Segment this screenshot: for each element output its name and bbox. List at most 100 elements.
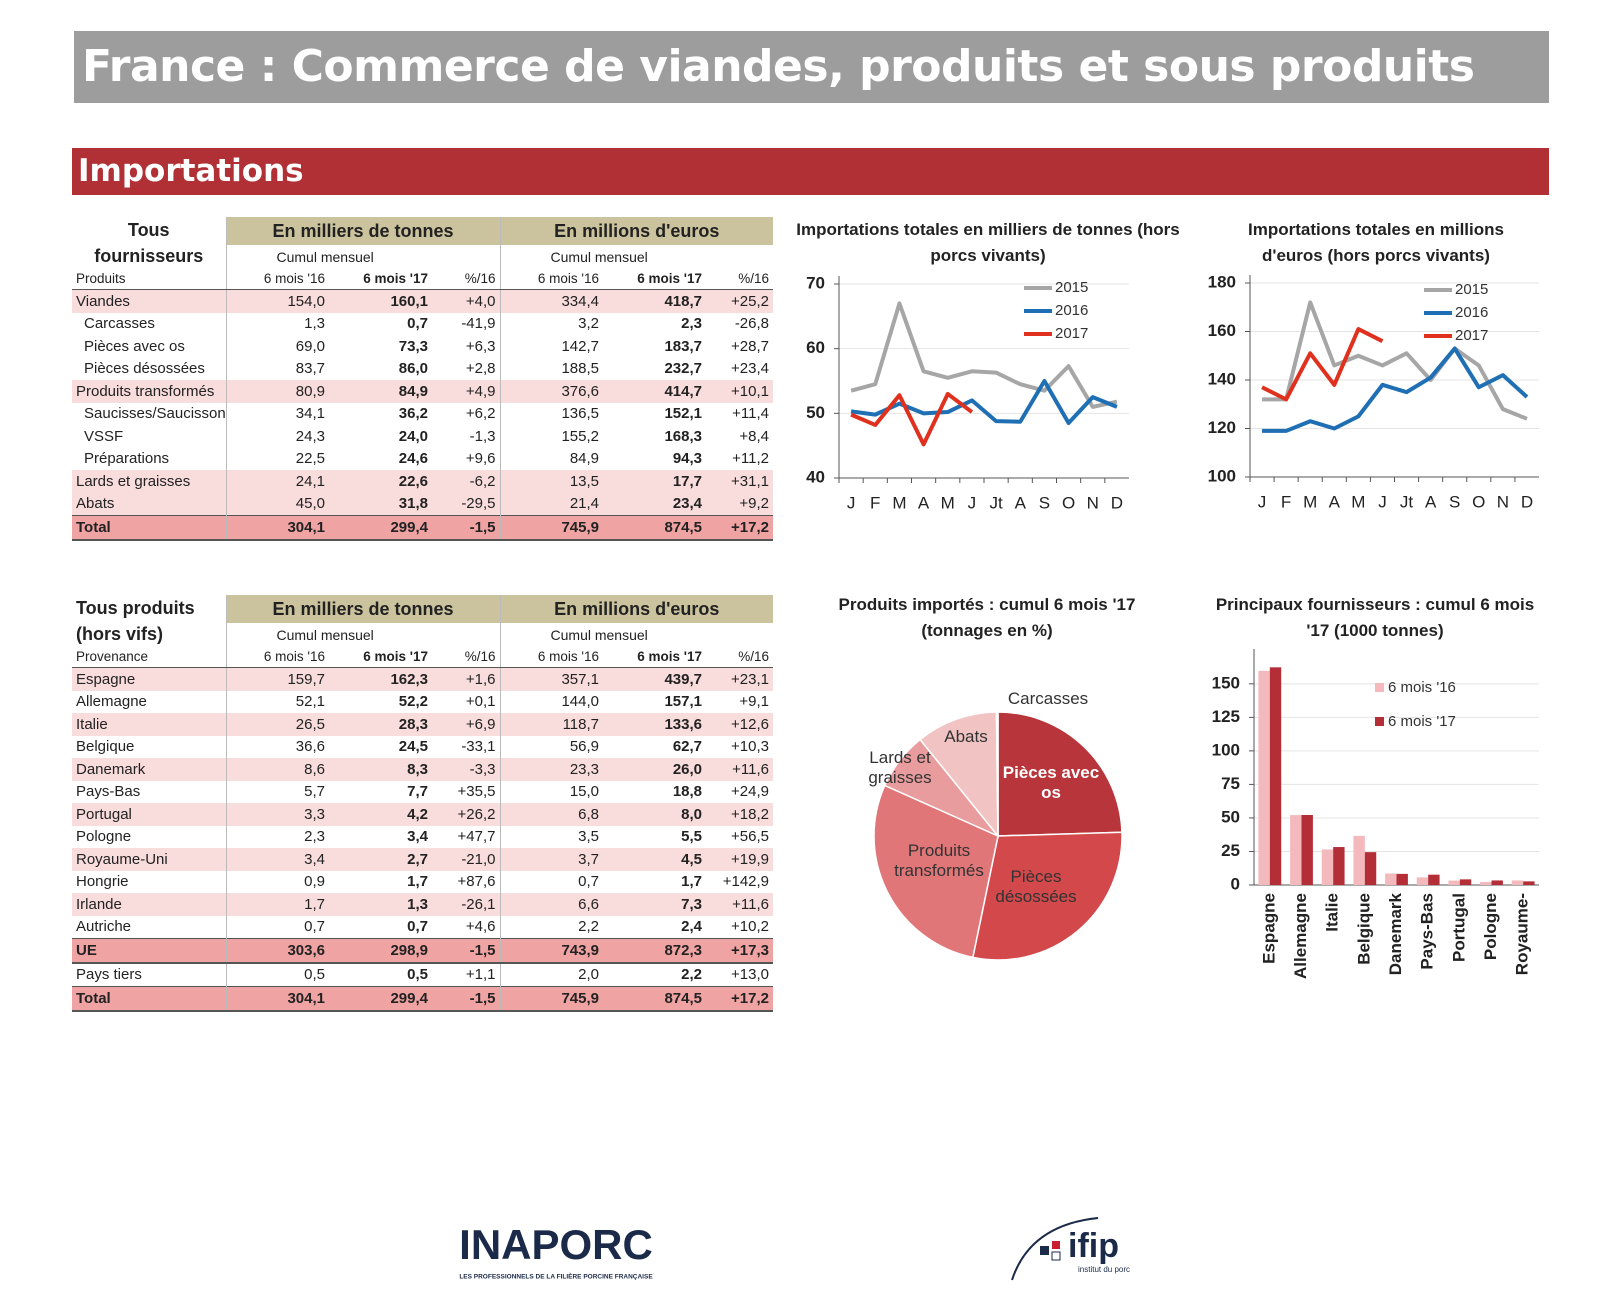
x-tick-label: M (1303, 492, 1317, 511)
cell: 23,3 (499, 758, 604, 781)
logo-square (1052, 1241, 1060, 1249)
cell: 745,9 (499, 515, 604, 541)
cell: 18,8 (672, 783, 703, 801)
legend-label: 2016 (1055, 302, 1088, 319)
cell: 26,5 (225, 713, 329, 736)
cell: 299,4 (329, 515, 432, 541)
group-header: En millions d'euros (499, 595, 774, 623)
bar (1333, 847, 1345, 885)
bar (1321, 849, 1334, 885)
line-series (1262, 346, 1529, 433)
x-tick-label: A (1015, 493, 1027, 512)
cell: 4,5 (603, 848, 707, 871)
x-tick-label: Pologne (1481, 893, 1500, 960)
cell: -1,5 (432, 938, 501, 964)
bar (1523, 881, 1535, 885)
slice-label: Produits transformés (894, 841, 984, 880)
cell: +17,2 (706, 986, 774, 1012)
x-tick-label: D (1521, 492, 1533, 511)
table-row: Cumul mensuel Cumul mensuel (72, 622, 774, 647)
line-series (850, 301, 1118, 409)
row-header: Provenance (72, 647, 226, 668)
cell: +13,0 (731, 966, 770, 984)
cell: 1,3 (225, 312, 329, 335)
cell: +18,2 (706, 803, 774, 826)
table-row: Provenance 6 mois '16 6 mois '17 %/16 6 mois… (72, 647, 774, 668)
bar (1428, 874, 1440, 885)
cell: 22,6 (329, 470, 432, 493)
sub-header: Cumul mensuel (499, 622, 774, 647)
cell: -6,2 (432, 470, 501, 493)
cell: 299,4 (329, 986, 432, 1012)
table-row: Tous fournisseurs En milliers de tonnes En… (72, 217, 774, 266)
x-tick-label: N (1497, 492, 1509, 511)
cell: 13,5 (499, 470, 604, 493)
cell: 743,9 (499, 938, 604, 964)
x-tick-label: M (892, 493, 906, 512)
chart-title: Importations totales en millions d'euros… (1248, 220, 1504, 265)
x-tick-label: A (1329, 492, 1341, 511)
cell: 26,0 (603, 758, 707, 781)
sub-header: Cumul mensuel (225, 244, 501, 269)
row-label: Espagne (72, 667, 226, 691)
x-tick-label: F (1281, 492, 1291, 511)
x-tick-label: Espagne (1259, 893, 1278, 964)
cell: +2,8 (465, 360, 496, 378)
cell: 24,3 (225, 425, 329, 448)
cell: -29,5 (432, 492, 501, 516)
row-label: UE (72, 938, 226, 964)
x-tick-label: F (870, 493, 880, 512)
cell: -1,3 (469, 427, 496, 445)
cell: 7,7 (407, 783, 428, 801)
logo-text: INAPORC (459, 1221, 653, 1268)
cell: +31,1 (706, 470, 774, 493)
cell: 8,0 (603, 803, 707, 826)
inaporc-logo: INAPORC LES PROFESSIONNELS DE LA FILIÈRE… (459, 1221, 653, 1281)
bar (1480, 881, 1492, 885)
y-tick-label: 60 (806, 338, 825, 357)
section-title: Importations (72, 148, 1549, 195)
cell: 45,0 (225, 492, 329, 516)
cell: 80,9 (225, 380, 329, 403)
cell: +25,2 (706, 289, 774, 313)
cell: 28,3 (329, 713, 432, 736)
cell: 56,9 (499, 735, 604, 758)
row-label: Total (72, 986, 226, 1012)
row-label: Préparations (84, 450, 170, 468)
cell: 21,4 (499, 492, 604, 516)
cell: 94,3 (672, 450, 703, 468)
group-header: En millions d'euros (499, 217, 774, 245)
cell: -26,1 (432, 893, 501, 916)
row-label: Pologne (76, 828, 132, 846)
cell: 3,3 (225, 803, 329, 826)
row-label: Portugal (72, 803, 226, 826)
x-tick-label: O (1472, 492, 1485, 511)
cell: 3,5 (499, 825, 604, 848)
cell: 6,8 (499, 803, 604, 826)
table-row: Pays tiers 0,5 0,5 +1,1 2,0 2,2 +13,0 (72, 962, 773, 987)
cell: +8,4 (739, 427, 770, 445)
cell: 6,6 (499, 893, 604, 916)
bar (1459, 879, 1472, 885)
cell: 31,8 (329, 492, 432, 516)
cell: -41,9 (461, 315, 496, 333)
bar (1269, 667, 1282, 885)
cell: 414,7 (603, 380, 707, 403)
legend-label: 2016 (1455, 304, 1488, 321)
cell: 418,7 (603, 289, 707, 313)
chart-title: Produits importés : cumul 6 mois '17 (to… (838, 595, 1136, 640)
cell: 8,3 (329, 758, 432, 781)
bar (1491, 880, 1503, 885)
cell: +4,6 (465, 918, 496, 936)
cell: +9,6 (465, 450, 496, 468)
cell: +10,1 (706, 380, 774, 403)
row-label: Produits transformés (72, 380, 226, 403)
cell: 144,0 (499, 690, 604, 713)
row-label: Saucisses/Saucisson (84, 405, 226, 423)
table-row: Italie 26,5 28,3 +6,9 118,7 133,6 +12,6 (72, 713, 774, 736)
cell: +10,3 (731, 738, 770, 756)
sub-header: Cumul mensuel (499, 244, 774, 269)
table-row: Produits transformés 80,9 84,9 +4,9 376,6 414… (72, 380, 774, 403)
cell: +23,4 (731, 360, 770, 378)
cell: 0,9 (225, 870, 329, 893)
